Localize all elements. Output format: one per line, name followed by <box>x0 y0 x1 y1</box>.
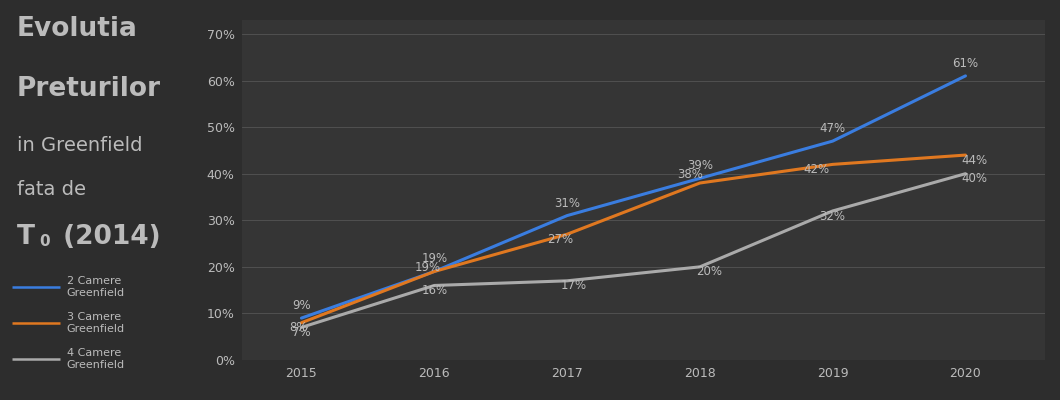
Text: 61%: 61% <box>953 57 978 70</box>
Text: Evolutia: Evolutia <box>17 16 138 42</box>
Text: Preturilor: Preturilor <box>17 76 161 102</box>
Text: 19%: 19% <box>421 252 447 266</box>
Text: 42%: 42% <box>803 163 830 176</box>
Text: 19%: 19% <box>414 261 441 274</box>
Text: 9%: 9% <box>293 299 311 312</box>
Text: 47%: 47% <box>819 122 846 135</box>
Text: 8%: 8% <box>289 321 308 334</box>
Text: 0: 0 <box>39 234 50 249</box>
Text: 32%: 32% <box>819 210 846 223</box>
Text: 4 Camere
Greenfield: 4 Camere Greenfield <box>67 348 125 370</box>
Text: 27%: 27% <box>547 233 573 246</box>
Text: 16%: 16% <box>421 284 447 297</box>
Text: fata de: fata de <box>17 180 86 199</box>
Text: 20%: 20% <box>696 266 722 278</box>
Text: 39%: 39% <box>687 159 713 172</box>
Text: 31%: 31% <box>554 196 580 210</box>
Text: (2014): (2014) <box>54 224 160 250</box>
Text: 44%: 44% <box>961 154 988 167</box>
Text: 3 Camere
Greenfield: 3 Camere Greenfield <box>67 312 125 334</box>
Text: 40%: 40% <box>961 172 988 185</box>
Text: 7%: 7% <box>293 326 311 339</box>
Text: 38%: 38% <box>677 168 704 181</box>
Text: T: T <box>17 224 35 250</box>
Text: 2 Camere
Greenfield: 2 Camere Greenfield <box>67 276 125 298</box>
Text: in Greenfield: in Greenfield <box>17 136 142 155</box>
Text: 17%: 17% <box>561 280 587 292</box>
